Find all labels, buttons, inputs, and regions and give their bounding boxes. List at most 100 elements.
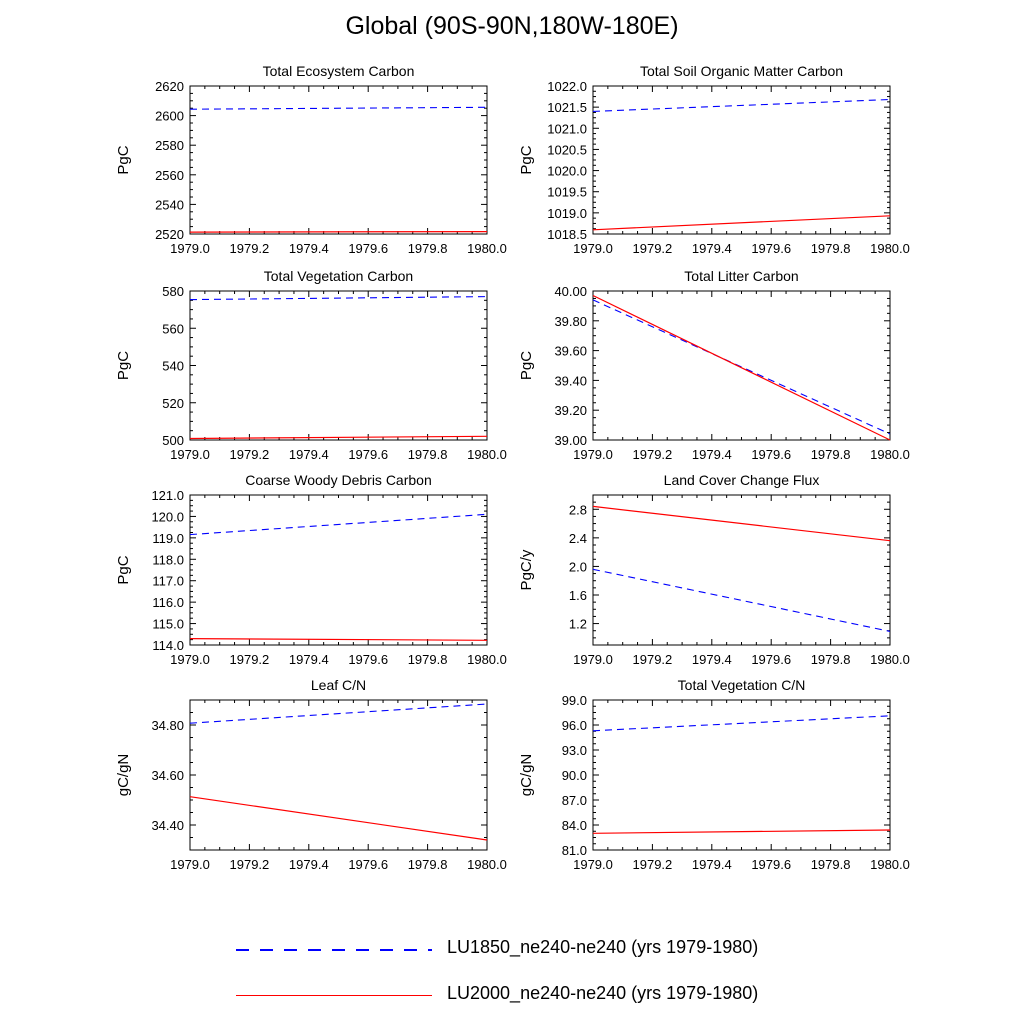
panel-title: Total Vegetation Carbon bbox=[264, 268, 413, 284]
y-axis-label: PgC bbox=[115, 351, 132, 380]
y-tick-label: 121.0 bbox=[151, 488, 184, 503]
legend-entry-lu1850: LU1850_ne240-ne240 (yrs 1979-1980) bbox=[236, 934, 836, 964]
panel-title: Total Litter Carbon bbox=[684, 268, 798, 284]
y-axis-label: PgC bbox=[115, 145, 132, 174]
y-tick-label: 39.00 bbox=[554, 433, 587, 448]
chart-panel: 1979.0 1979.2 1979.4 1979.6 1979.8 1980.0 39.0… bbox=[518, 268, 910, 462]
series-lu1850-line bbox=[189, 513, 488, 536]
y-tick-label: 96.0 bbox=[562, 718, 587, 733]
x-tick-label: 1979.2 bbox=[633, 447, 673, 462]
plot-frame bbox=[189, 290, 488, 441]
y-tick-label: 520 bbox=[162, 396, 184, 411]
x-tick-label: 1979.0 bbox=[573, 652, 613, 667]
x-tick-label: 1979.2 bbox=[230, 652, 270, 667]
panel-title: Total Ecosystem Carbon bbox=[263, 63, 415, 79]
y-tick-label: 560 bbox=[162, 321, 184, 336]
y-tick-label: 117.0 bbox=[152, 574, 184, 589]
x-tick-label: 1979.2 bbox=[633, 857, 673, 872]
y-tick-label: 2600 bbox=[155, 109, 184, 124]
chart-panel: 1979.0 1979.2 1979.4 1979.6 1979.8 1980.0 1018… bbox=[518, 63, 910, 256]
y-tick-label: 1019.5 bbox=[547, 185, 587, 200]
chart-panel: 1979.0 1979.2 1979.4 1979.6 1979.8 1980.0 1.2 1… bbox=[518, 472, 910, 667]
y-tick-label: 87.0 bbox=[562, 793, 587, 808]
x-tick-label: 1979.6 bbox=[348, 652, 388, 667]
x-tick-label: 1979.4 bbox=[692, 652, 732, 667]
y-tick-label: 580 bbox=[162, 284, 184, 299]
y-tick-label: 115.0 bbox=[152, 617, 184, 632]
x-tick-label: 1979.0 bbox=[573, 447, 613, 462]
x-tick-label: 1980.0 bbox=[870, 447, 910, 462]
chart-panel: 1979.0 1979.2 1979.4 1979.6 1979.8 1980.0 2520… bbox=[115, 63, 507, 256]
x-tick-label: 1979.6 bbox=[348, 241, 388, 256]
y-tick-label: 1020.5 bbox=[547, 142, 587, 157]
x-tick-label: 1979.8 bbox=[811, 447, 851, 462]
x-tick-label: 1979.6 bbox=[348, 857, 388, 872]
plot-frame bbox=[592, 85, 891, 235]
legend-label: LU2000_ne240-ne240 (yrs 1979-1980) bbox=[447, 983, 759, 1003]
y-tick-label: 1021.5 bbox=[547, 100, 587, 115]
series-lu1850-line bbox=[592, 299, 891, 435]
y-tick-label: 2.0 bbox=[569, 559, 587, 574]
x-tick-label: 1979.0 bbox=[573, 857, 613, 872]
x-tick-label: 1979.4 bbox=[289, 241, 329, 256]
y-tick-label: 2.4 bbox=[569, 531, 587, 546]
y-tick-label: 39.40 bbox=[554, 373, 587, 388]
y-tick-label: 2580 bbox=[155, 138, 184, 153]
figure-title: Global (90S-90N,180W-180E) bbox=[345, 12, 679, 40]
panel-title: Total Vegetation C/N bbox=[678, 677, 806, 693]
y-tick-label: 39.20 bbox=[554, 403, 587, 418]
y-tick-label: 34.80 bbox=[151, 718, 184, 733]
y-tick-label: 120.0 bbox=[151, 509, 184, 524]
x-tick-label: 1979.8 bbox=[408, 447, 448, 462]
y-tick-label: 39.60 bbox=[554, 344, 587, 359]
y-axis-label: PgC/y bbox=[518, 549, 535, 590]
x-tick-label: 1979.0 bbox=[170, 447, 210, 462]
y-tick-label: 116.0 bbox=[152, 595, 184, 610]
chart-panel: 1979.0 1979.2 1979.4 1979.6 1979.8 1980.0 500 5… bbox=[115, 268, 507, 462]
y-tick-label: 99.0 bbox=[562, 693, 587, 708]
x-tick-label: 1979.0 bbox=[170, 241, 210, 256]
series-lu1850-line bbox=[592, 98, 891, 112]
plot-frame bbox=[592, 290, 891, 441]
y-axis-label: PgC bbox=[518, 351, 535, 380]
y-tick-label: 118.0 bbox=[152, 552, 184, 567]
series-lu1850-line bbox=[189, 296, 488, 301]
x-tick-label: 1980.0 bbox=[870, 652, 910, 667]
x-tick-label: 1979.4 bbox=[289, 857, 329, 872]
y-tick-label: 2620 bbox=[155, 79, 184, 94]
x-tick-label: 1979.2 bbox=[230, 857, 270, 872]
y-tick-label: 1018.5 bbox=[547, 227, 587, 242]
x-tick-label: 1980.0 bbox=[870, 241, 910, 256]
series-lu2000-line bbox=[189, 796, 488, 841]
y-tick-label: 40.00 bbox=[554, 284, 587, 299]
x-tick-label: 1979.2 bbox=[633, 241, 673, 256]
y-axis-label: gC/gN bbox=[115, 754, 132, 797]
y-tick-label: 1.2 bbox=[569, 617, 587, 632]
x-tick-label: 1979.8 bbox=[408, 857, 448, 872]
x-tick-label: 1979.4 bbox=[692, 447, 732, 462]
y-tick-label: 84.0 bbox=[562, 818, 587, 833]
y-axis-label: PgC bbox=[518, 145, 535, 174]
y-tick-label: 114.0 bbox=[152, 638, 184, 653]
y-tick-label: 2540 bbox=[155, 197, 184, 212]
series-lu1850-line bbox=[189, 703, 488, 724]
x-tick-label: 1979.2 bbox=[230, 241, 270, 256]
series-lu1850-line bbox=[189, 106, 488, 110]
y-axis-label: PgC bbox=[115, 555, 132, 584]
y-tick-label: 39.80 bbox=[554, 314, 587, 329]
series-lu2000-line bbox=[592, 829, 891, 834]
x-tick-label: 1980.0 bbox=[467, 652, 507, 667]
x-tick-label: 1979.0 bbox=[170, 857, 210, 872]
series-lu1850-line bbox=[592, 568, 891, 632]
series-lu2000-line bbox=[592, 294, 891, 441]
legend-swatch-solid-red bbox=[236, 995, 432, 997]
y-tick-label: 500 bbox=[162, 433, 184, 448]
y-tick-label: 93.0 bbox=[562, 743, 587, 758]
x-tick-label: 1980.0 bbox=[467, 447, 507, 462]
series-lu2000-line bbox=[592, 215, 891, 231]
x-tick-label: 1979.4 bbox=[692, 857, 732, 872]
series-lu2000-line bbox=[189, 435, 488, 440]
y-tick-label: 34.40 bbox=[151, 818, 184, 833]
y-axis-label: gC/gN bbox=[518, 754, 535, 797]
